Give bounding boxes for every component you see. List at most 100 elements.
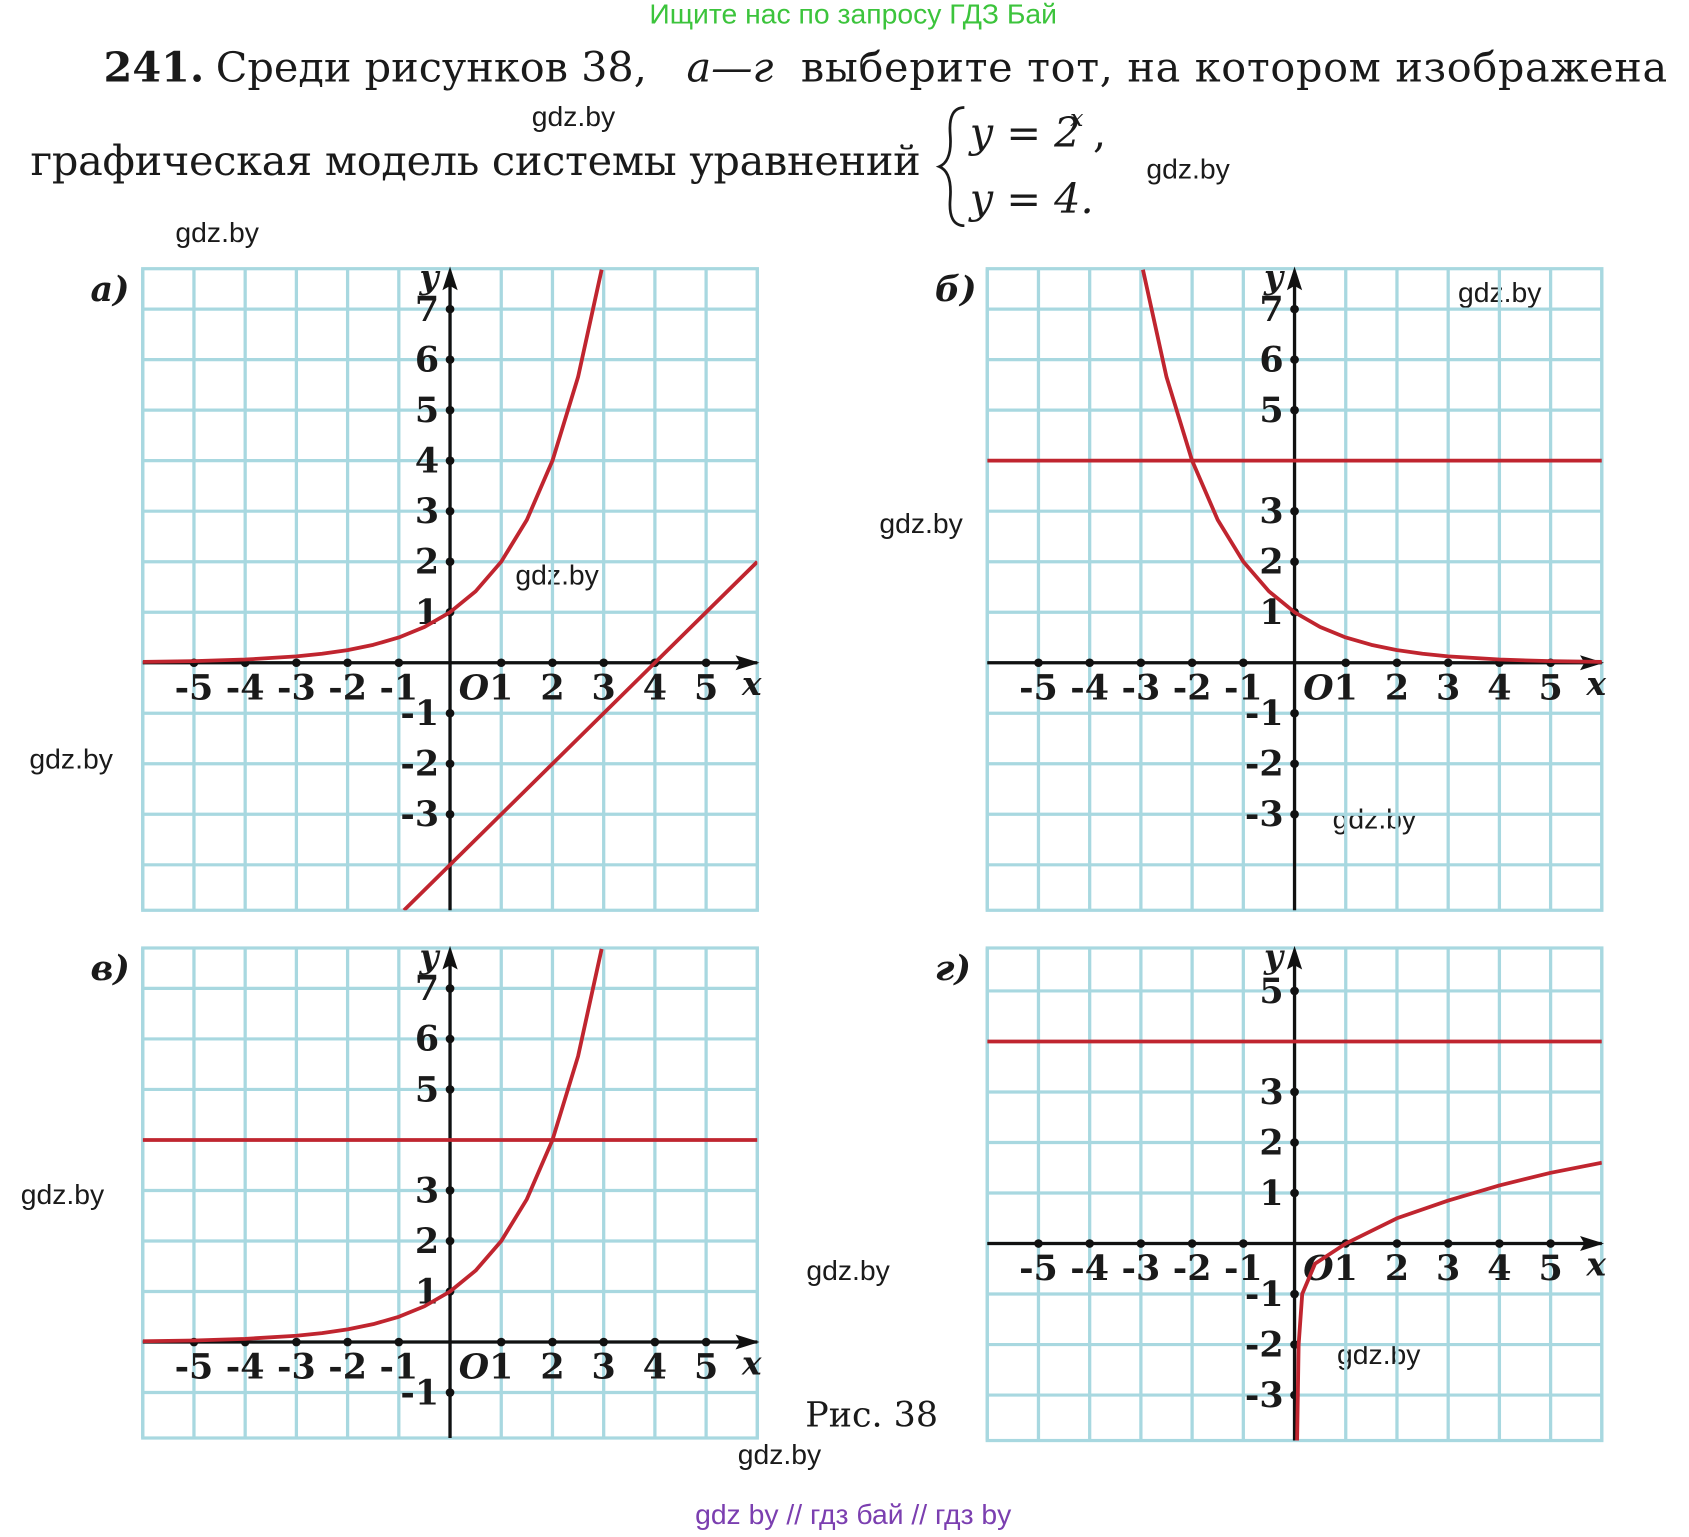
x-tick-label: 4 xyxy=(1487,1248,1511,1289)
y-tick-dot xyxy=(445,304,455,314)
y-tick-dot xyxy=(1290,708,1299,718)
x-tick-dot xyxy=(1341,658,1351,668)
x-tick-label: 2 xyxy=(1385,1248,1409,1289)
x-tick-dot xyxy=(496,658,506,668)
x-tick-label: 2 xyxy=(540,1347,564,1388)
x-tick-label: -4 xyxy=(226,668,265,709)
y-tick-label: 3 xyxy=(415,491,439,532)
x-tick-dot xyxy=(650,1337,660,1347)
y-tick-dot xyxy=(1290,759,1299,769)
y-tick-label: 2 xyxy=(415,1221,439,1262)
y-axis-label: y xyxy=(419,938,441,976)
x-tick-label: 3 xyxy=(1436,668,1460,709)
figure-caption: Рис. 38 xyxy=(805,1396,938,1436)
x-tick-label: 3 xyxy=(592,1347,616,1388)
x-tick-label: 2 xyxy=(540,668,564,709)
equation: y = 2 xyxy=(968,110,1081,158)
x-tick-label: -4 xyxy=(1070,1248,1109,1289)
y-tick-dot xyxy=(445,456,455,465)
y-tick-label: -2 xyxy=(1245,744,1284,785)
y-axis-label: y xyxy=(419,258,441,296)
problem-text: выберите тот, на котором изображена xyxy=(801,44,1667,92)
y-tick-dot xyxy=(445,809,455,819)
x-tick-label: 5 xyxy=(694,1347,718,1388)
y-tick-label: -2 xyxy=(1245,1325,1284,1366)
y-tick-label: 5 xyxy=(1259,390,1283,431)
y-tick-dot xyxy=(1290,986,1299,996)
y-tick-dot xyxy=(445,1085,455,1094)
x-tick-dot xyxy=(394,658,404,668)
x-tick-dot xyxy=(1085,1239,1095,1248)
equation-exponent: x xyxy=(1070,104,1084,132)
y-tick-label: 6 xyxy=(1259,340,1283,381)
y-tick-label: 2 xyxy=(415,542,439,583)
x-tick-dot xyxy=(1136,1239,1146,1248)
panel-label: б) xyxy=(935,269,977,310)
x-tick-dot xyxy=(1034,658,1043,668)
x-tick-label: -4 xyxy=(226,1347,265,1388)
x-tick-dot xyxy=(1495,1239,1504,1248)
x-tick-label: -5 xyxy=(175,1347,214,1388)
x-axis-label: x xyxy=(1586,1246,1607,1284)
x-tick-dot xyxy=(394,1337,404,1347)
y-tick-dot xyxy=(445,759,455,769)
y-axis-arrow xyxy=(442,266,458,291)
y-tick-label: 3 xyxy=(1259,491,1283,532)
x-tick-dot xyxy=(701,658,711,668)
y-tick-label: 2 xyxy=(1259,1123,1283,1164)
y-tick-dot xyxy=(1290,1087,1299,1097)
x-tick-label: -3 xyxy=(277,668,316,709)
x-tick-label: 4 xyxy=(643,668,667,709)
x-tick-dot xyxy=(496,1337,506,1347)
curve xyxy=(142,948,604,1344)
x-tick-dot xyxy=(1392,658,1402,668)
y-tick-label: -1 xyxy=(1245,1274,1284,1315)
y-tick-dot xyxy=(1290,506,1299,516)
x-axis-label: x xyxy=(741,1344,762,1382)
x-tick-dot xyxy=(1034,1239,1043,1248)
panel-label: в) xyxy=(90,948,129,989)
y-axis-label: y xyxy=(1263,258,1285,296)
y-axis-label: y xyxy=(1263,938,1285,976)
x-tick-dot xyxy=(1443,1239,1453,1248)
y-tick-dot xyxy=(1290,1289,1299,1299)
x-tick-label: -2 xyxy=(1173,1248,1212,1289)
y-axis-arrow xyxy=(1286,945,1303,970)
y-tick-dot xyxy=(1290,1188,1299,1198)
y-tick-label: 2 xyxy=(1259,542,1283,583)
y-tick-label: 7 xyxy=(415,968,439,1009)
origin-label: O xyxy=(459,1347,489,1388)
panel-label: а) xyxy=(90,269,129,310)
y-tick-label: 5 xyxy=(415,1069,439,1110)
panel-label: г) xyxy=(935,948,971,989)
y-tick-label: 1 xyxy=(1259,1173,1283,1214)
y-tick-dot xyxy=(445,708,455,718)
watermark: gdz.by xyxy=(515,560,598,591)
watermark: gdz.by xyxy=(738,1439,821,1470)
y-tick-label: -3 xyxy=(1245,794,1284,835)
x-tick-dot xyxy=(548,1337,557,1347)
x-tick-dot xyxy=(599,658,609,668)
problem-text: Среди рисунков 38, xyxy=(216,44,647,92)
y-tick-label: 6 xyxy=(415,1019,439,1060)
x-tick-label: 1 xyxy=(489,668,513,709)
y-tick-label: -1 xyxy=(1245,693,1284,734)
curve xyxy=(1141,269,1602,664)
brace xyxy=(935,106,965,228)
x-axis-arrow xyxy=(735,1334,760,1350)
x-tick-label: -1 xyxy=(1224,1248,1263,1289)
x-tick-dot xyxy=(1085,658,1095,668)
y-tick-dot xyxy=(445,1236,455,1246)
watermark: gdz.by xyxy=(1146,154,1229,185)
y-tick-label: -1 xyxy=(400,1373,439,1414)
x-tick-label: -2 xyxy=(1173,668,1212,709)
y-tick-label: 3 xyxy=(415,1171,439,1212)
equation: y = 4. xyxy=(968,175,1094,223)
y-tick-label: 6 xyxy=(415,340,439,381)
y-tick-label: 4 xyxy=(415,441,439,482)
watermark: gdz.by xyxy=(806,1255,889,1286)
